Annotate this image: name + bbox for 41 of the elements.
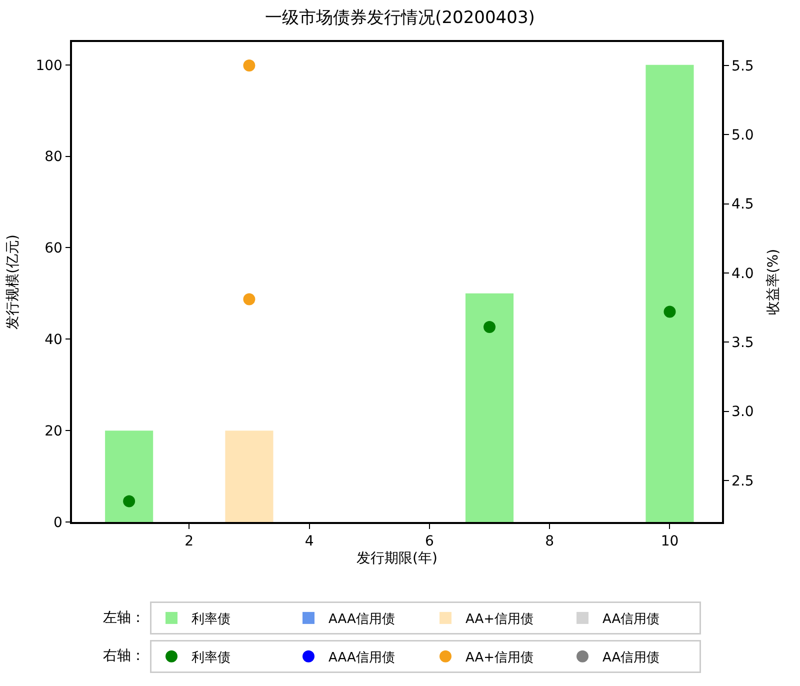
x-tick-label: 6: [424, 534, 434, 550]
text: 右轴：: [103, 648, 145, 664]
bar: [225, 430, 274, 522]
text: 左轴：: [103, 610, 145, 626]
x-tick-label: 10: [660, 534, 679, 550]
y-tick-label: 20: [44, 423, 62, 440]
legend-label: 利率债: [192, 611, 230, 628]
y-tick-label: 80: [44, 149, 62, 166]
legend-label: AA信用债: [602, 650, 660, 666]
y-tick-label: 100: [36, 58, 62, 74]
y2-axis-title: 收益率(%): [766, 248, 782, 316]
chart-title: 一级市场债券发行情况(20200403): [265, 8, 535, 28]
point: [243, 293, 256, 306]
legend-label: AAA信用债: [328, 612, 395, 628]
legend-label: AA+信用债: [466, 612, 534, 628]
point: [123, 495, 136, 508]
y-tick-label: 60: [44, 240, 62, 257]
y2-tick-label: 5.5: [732, 58, 754, 74]
y-tick-label: 40: [44, 332, 62, 348]
y2-tick-label: 4.5: [732, 196, 754, 213]
y2-tick-label: 5.0: [732, 128, 754, 144]
legend-label: AAA信用债: [328, 650, 395, 666]
y-axis-title: 发行规模(亿元): [4, 234, 21, 330]
y2-tick-label: 2.5: [732, 473, 754, 490]
legend-label: 利率债: [192, 649, 230, 666]
legend-label: AA信用债: [602, 612, 660, 628]
point: [664, 306, 676, 318]
bar: [646, 64, 694, 522]
x-tick-label: 2: [184, 534, 194, 550]
bar: [465, 293, 514, 522]
x-tick-label: 4: [304, 534, 314, 550]
point: [243, 60, 256, 72]
y2-tick-label: 3.5: [732, 335, 754, 352]
y2-tick-label: 3.0: [732, 404, 754, 420]
x-axis-title: 发行期限(年): [356, 550, 438, 566]
y-tick-label: 0: [54, 514, 62, 531]
bar: [105, 430, 154, 522]
x-tick-label: 8: [545, 534, 554, 550]
point: [484, 320, 496, 333]
legend-label: AA+信用债: [466, 650, 534, 666]
y2-tick-label: 4.0: [732, 266, 754, 282]
